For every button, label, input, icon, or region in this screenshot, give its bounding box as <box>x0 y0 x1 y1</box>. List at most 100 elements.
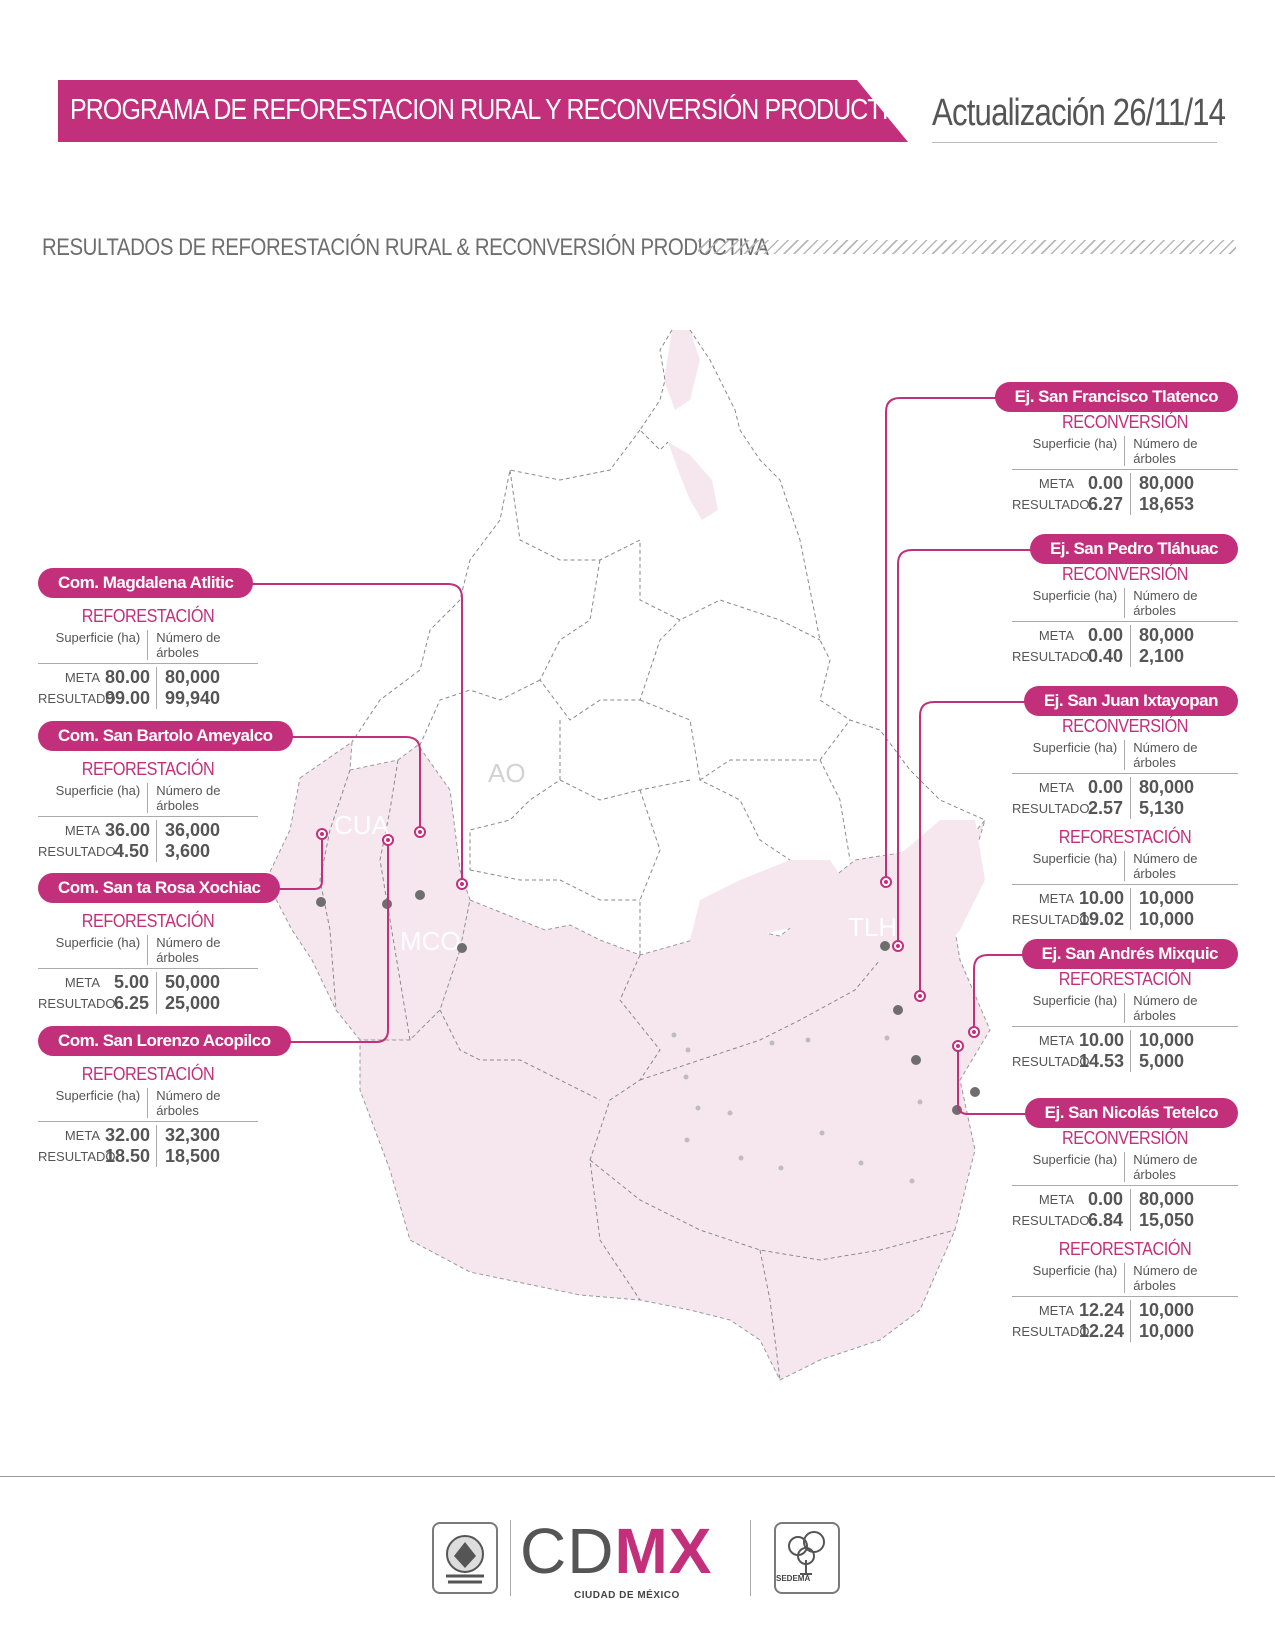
meta-arboles: 10,000 <box>1139 1300 1195 1320</box>
resultado-row: RESULTADO 6.25 25,000 <box>38 993 258 1014</box>
results-block: REFORESTACIÓN Superficie (ha) Número de … <box>1012 1239 1238 1342</box>
header-superficie: Superficie (ha) <box>1012 1263 1126 1293</box>
resultado-label: RESULTADO <box>38 691 116 706</box>
resultado-row: RESULTADO 18.50 18,500 <box>38 1146 258 1167</box>
resultado-arboles: 10,000 <box>1139 909 1195 929</box>
meta-row: META 12.24 10,000 <box>1012 1300 1238 1321</box>
resultado-superficie: 99.00 <box>105 688 157 709</box>
small-dots <box>671 1032 923 1184</box>
program-type: REFORESTACIÓN <box>81 1064 215 1084</box>
resultado-row: RESULTADO 4.50 3,600 <box>38 841 258 862</box>
column-headers: Superficie (ha) Número de árboles <box>1012 436 1238 470</box>
site-card: Ej. San Andrés Mixquic REFORESTACIÓN Sup… <box>1012 939 1238 1072</box>
header-rule <box>932 142 1217 143</box>
meta-arboles: 10,000 <box>1139 888 1195 908</box>
footer-rule <box>0 1476 1275 1477</box>
meta-row: META 0.00 80,000 <box>1012 777 1238 798</box>
meta-arboles: 80,000 <box>1139 777 1195 797</box>
section-title: RESULTADOS DE REFORESTACIÓN RURAL & RECO… <box>42 234 769 261</box>
location-dots <box>316 890 980 1115</box>
update-date: Actualización 26/11/14 <box>932 92 1226 134</box>
map-land-north-tip <box>664 330 700 410</box>
program-type: RECONVERSIÓN <box>1061 1128 1189 1148</box>
header-banner <box>58 80 908 142</box>
header-superficie: Superficie (ha) <box>1012 993 1126 1023</box>
site-name-pill: Ej. San Pedro Tláhuac <box>1029 534 1238 564</box>
column-headers: Superficie (ha) Número de árboles <box>1012 851 1238 885</box>
meta-label: META <box>64 1128 100 1143</box>
results-block: REFORESTACIÓN Superficie (ha) Número de … <box>38 606 258 709</box>
header-arboles: Número de árboles <box>1133 436 1198 466</box>
meta-label: META <box>1038 1033 1074 1048</box>
cdmx-subtitle: CIUDAD DE MÉXICO <box>574 1590 680 1601</box>
results-block: RECONVERSIÓN Superficie (ha) Número de á… <box>1012 1128 1238 1231</box>
site-card: Ej. San Francisco Tlatenco RECONVERSIÓN … <box>994 382 1238 515</box>
meta-superficie: 10.00 <box>1079 1030 1131 1051</box>
column-headers: Superficie (ha) Número de árboles <box>38 783 258 817</box>
resultado-superficie: 6.84 <box>1079 1210 1131 1231</box>
resultado-row: RESULTADO 0.40 2,100 <box>1012 646 1238 667</box>
logo-divider-2 <box>750 1520 751 1596</box>
header-arboles: Número de árboles <box>1133 1263 1198 1293</box>
resultado-superficie: 12.24 <box>1079 1321 1131 1342</box>
meta-superficie: 12.24 <box>1079 1300 1131 1321</box>
meta-row: META 0.00 80,000 <box>1012 1189 1238 1210</box>
meta-label: META <box>64 670 100 685</box>
meta-arboles: 80,000 <box>1139 1189 1195 1209</box>
resultado-arboles: 3,600 <box>165 841 211 861</box>
delegation-boundaries <box>319 329 986 1381</box>
government-seal-logo <box>432 1522 498 1594</box>
meta-arboles: 36,000 <box>165 820 221 840</box>
map-land-center-strip <box>690 860 850 945</box>
results-block: REFORESTACIÓN Superficie (ha) Número de … <box>1012 969 1238 1072</box>
resultado-row: RESULTADO 12.24 10,000 <box>1012 1321 1238 1342</box>
column-headers: Superficie (ha) Número de árboles <box>1012 993 1238 1027</box>
header-superficie: Superficie (ha) <box>1012 851 1126 881</box>
program-type: REFORESTACIÓN <box>81 606 215 626</box>
resultado-row: RESULTADO 99.00 99,940 <box>38 688 258 709</box>
program-type: RECONVERSIÓN <box>1061 716 1189 736</box>
resultado-row: RESULTADO 2.57 5,130 <box>1012 798 1238 819</box>
site-name-pill: Ej. San Andrés Mixquic <box>1021 939 1238 969</box>
meta-label: META <box>1038 891 1074 906</box>
meta-superficie: 80.00 <box>105 667 157 688</box>
meta-arboles: 80,000 <box>165 667 221 687</box>
leader-lines <box>236 397 1052 1115</box>
column-headers: Superficie (ha) Número de árboles <box>1012 588 1238 622</box>
resultado-arboles: 18,653 <box>1139 494 1195 514</box>
resultado-label: RESULTADO <box>1012 1213 1090 1228</box>
resultado-superficie: 6.27 <box>1079 494 1131 515</box>
header-arboles: Número de árboles <box>1133 740 1198 770</box>
header-arboles: Número de árboles <box>156 630 221 660</box>
site-name-pill: Ej. San Francisco Tlatenco <box>994 382 1238 412</box>
site-name-pill: Com. San Lorenzo Acopilco <box>38 1026 291 1056</box>
site-name-pill: Ej. San Juan Ixtayopan <box>1023 686 1238 716</box>
meta-arboles: 32,300 <box>165 1125 221 1145</box>
site-card: Com. Magdalena Atlitic REFORESTACIÓN Sup… <box>38 568 258 709</box>
site-card: Ej. San Nicolás Tetelco RECONVERSIÓN Sup… <box>1012 1098 1238 1342</box>
header-superficie: Superficie (ha) <box>1012 740 1126 770</box>
meta-arboles: 50,000 <box>165 972 221 992</box>
meta-label: META <box>1038 1303 1074 1318</box>
sedema-label: SEDEMA <box>776 1574 811 1583</box>
meta-arboles: 10,000 <box>1139 1030 1195 1050</box>
map-land-southwest <box>265 740 471 1041</box>
header-superficie: Superficie (ha) <box>1012 1152 1126 1182</box>
resultado-label: RESULTADO <box>1012 801 1090 816</box>
resultado-label: RESULTADO <box>1012 649 1090 664</box>
page-title: PROGRAMA DE REFORESTACION RURAL Y RECONV… <box>70 94 918 126</box>
map-land-north-spot <box>668 442 718 520</box>
meta-label: META <box>64 975 100 990</box>
header-superficie: Superficie (ha) <box>1012 436 1126 466</box>
meta-row: META 0.00 80,000 <box>1012 473 1238 494</box>
results-block: REFORESTACIÓN Superficie (ha) Número de … <box>38 759 258 862</box>
results-block: REFORESTACIÓN Superficie (ha) Número de … <box>38 911 258 1014</box>
meta-superficie: 10.00 <box>1079 888 1131 909</box>
logo-divider <box>510 1520 511 1596</box>
meta-label: META <box>1038 780 1074 795</box>
resultado-arboles: 5,130 <box>1139 798 1185 818</box>
resultado-row: RESULTADO 14.53 5,000 <box>1012 1051 1238 1072</box>
meta-superficie: 0.00 <box>1079 473 1131 494</box>
meta-label: META <box>1038 476 1074 491</box>
site-card: Ej. San Pedro Tláhuac RECONVERSIÓN Super… <box>1012 534 1238 667</box>
